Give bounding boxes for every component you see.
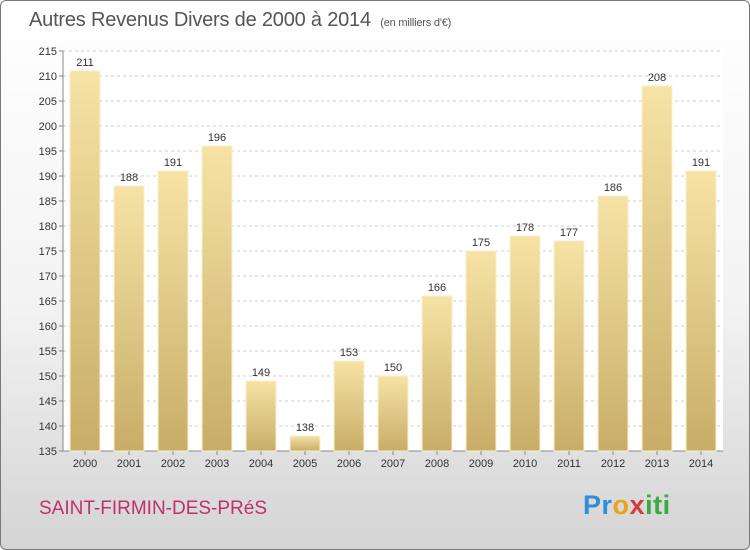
brand-letter: i xyxy=(662,490,671,520)
y-tick-label: 200 xyxy=(39,121,57,133)
bar-value-label: 191 xyxy=(164,157,182,169)
y-tick-label: 210 xyxy=(39,71,57,83)
bar xyxy=(201,145,233,452)
x-tick-label: 2011 xyxy=(557,458,581,470)
chart-unit: (en milliers d'€) xyxy=(380,17,452,29)
chart-title-text: Autres Revenus Divers de 2000 à 2014 xyxy=(29,9,371,31)
bar xyxy=(377,375,409,452)
x-tick-label: 2009 xyxy=(469,458,493,470)
bar-value-label: 208 xyxy=(648,72,666,84)
bar-value-label: 211 xyxy=(76,57,94,69)
brand-logo: Proxiti xyxy=(583,490,671,521)
bar-value-label: 178 xyxy=(516,222,534,234)
bar-value-label: 175 xyxy=(472,237,490,249)
bar xyxy=(465,250,497,452)
y-tick-label: 175 xyxy=(39,246,57,258)
x-tick-label: 2012 xyxy=(601,458,625,470)
bar xyxy=(509,235,541,452)
bar-value-label: 191 xyxy=(692,157,710,169)
bar-value-label: 196 xyxy=(208,132,226,144)
bar-value-label: 149 xyxy=(252,367,270,379)
bar xyxy=(245,380,277,452)
brand-letter: x xyxy=(629,490,646,520)
bar xyxy=(641,85,673,452)
x-tick-label: 2006 xyxy=(337,458,361,470)
x-tick-label: 2014 xyxy=(689,458,713,470)
bar xyxy=(553,240,585,452)
bar xyxy=(597,195,629,452)
y-tick-label: 180 xyxy=(39,221,57,233)
bar-value-label: 150 xyxy=(384,362,402,374)
bar xyxy=(69,70,101,452)
x-tick-label: 2000 xyxy=(73,458,97,470)
x-tick-label: 2002 xyxy=(161,458,185,470)
x-tick-label: 2005 xyxy=(293,458,317,470)
y-tick-label: 155 xyxy=(39,346,57,358)
y-tick-label: 215 xyxy=(39,46,57,58)
x-tick-label: 2010 xyxy=(513,458,537,470)
commune-name: SAINT-FIRMIN-DES-PRéS xyxy=(39,498,268,519)
y-tick-label: 170 xyxy=(39,271,57,283)
y-tick-label: 205 xyxy=(39,96,57,108)
brand-letter: i xyxy=(645,490,654,520)
brand-letter: t xyxy=(653,490,663,520)
y-tick-label: 150 xyxy=(39,371,57,383)
bar-value-label: 166 xyxy=(428,282,446,294)
bar xyxy=(333,360,365,452)
y-tick-label: 185 xyxy=(39,196,57,208)
bar xyxy=(289,435,321,452)
y-tick-label: 160 xyxy=(39,321,57,333)
x-tick-label: 2003 xyxy=(205,458,229,470)
bar-value-label: 138 xyxy=(296,422,314,434)
x-tick-label: 2013 xyxy=(645,458,669,470)
x-tick-label: 2001 xyxy=(117,458,141,470)
bar-value-label: 188 xyxy=(120,172,138,184)
bar xyxy=(685,170,717,452)
y-tick-label: 195 xyxy=(39,146,57,158)
x-tick-label: 2007 xyxy=(381,458,405,470)
bar-value-label: 186 xyxy=(604,182,622,194)
brand-letter: P xyxy=(583,490,602,520)
y-tick-label: 190 xyxy=(39,171,57,183)
y-tick-label: 135 xyxy=(39,446,57,458)
bar xyxy=(157,170,189,452)
x-tick-label: 2008 xyxy=(425,458,449,470)
y-tick-label: 140 xyxy=(39,421,57,433)
bar xyxy=(421,295,453,452)
x-tick-label: 2004 xyxy=(249,458,273,470)
brand-letter: r xyxy=(601,490,613,520)
chart-title: Autres Revenus Divers de 2000 à 2014 (en… xyxy=(29,9,451,32)
y-tick-label: 165 xyxy=(39,296,57,308)
bar xyxy=(113,185,145,452)
brand-letter: o xyxy=(612,490,630,520)
bar-value-label: 153 xyxy=(340,347,358,359)
y-tick-label: 145 xyxy=(39,396,57,408)
bar-value-label: 177 xyxy=(560,227,578,239)
